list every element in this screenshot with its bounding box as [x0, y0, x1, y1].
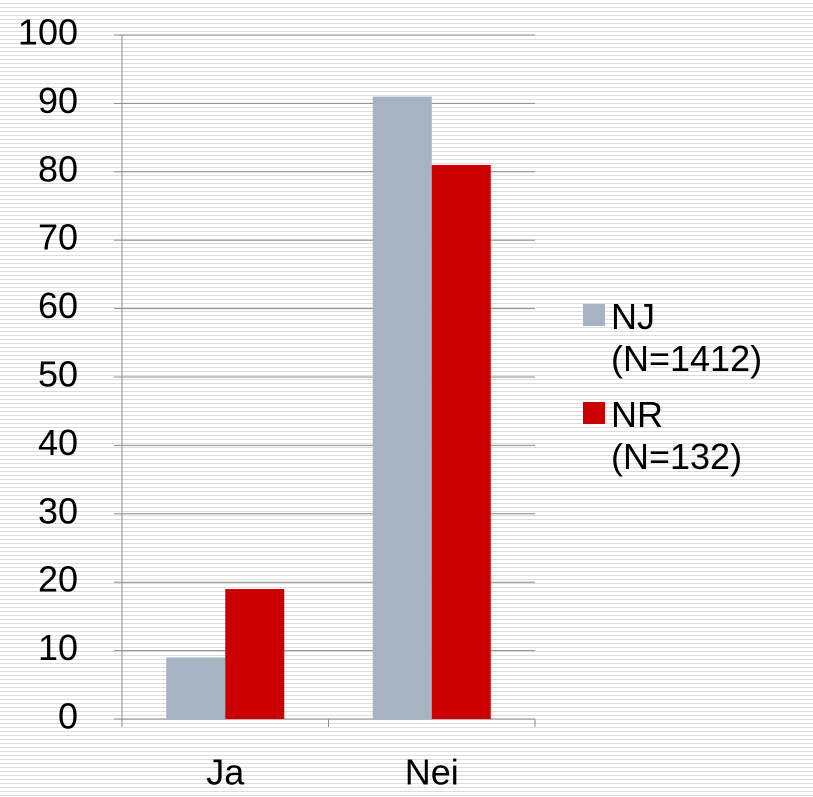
bar [431, 164, 491, 719]
x-tick-label: Ja [206, 752, 245, 793]
y-tick-label: 60 [38, 285, 78, 326]
bar [166, 657, 226, 719]
x-tick-label: Nei [405, 752, 459, 793]
legend-item: NR (N=132) [583, 394, 813, 478]
legend-swatch [583, 304, 605, 326]
y-tick-label: 20 [38, 559, 78, 600]
bar [225, 589, 285, 719]
y-tick-label: 30 [38, 490, 78, 531]
y-tick-label: 90 [38, 80, 78, 121]
y-tick-label: 80 [38, 148, 78, 189]
legend-label: NJ (N=1412) [611, 296, 763, 379]
y-tick-label: 0 [58, 696, 78, 737]
legend-item: NJ (N=1412) [583, 296, 813, 380]
legend-swatch [583, 402, 605, 424]
y-tick-label: 40 [38, 422, 78, 463]
y-tick-label: 70 [38, 217, 78, 258]
legend-label: NR (N=132) [611, 394, 743, 477]
y-tick-label: 10 [38, 627, 78, 668]
bar [372, 96, 432, 719]
y-tick-label: 100 [18, 12, 78, 53]
legend: NJ (N=1412) NR (N=132) [583, 296, 813, 492]
y-tick-label: 50 [38, 354, 78, 395]
